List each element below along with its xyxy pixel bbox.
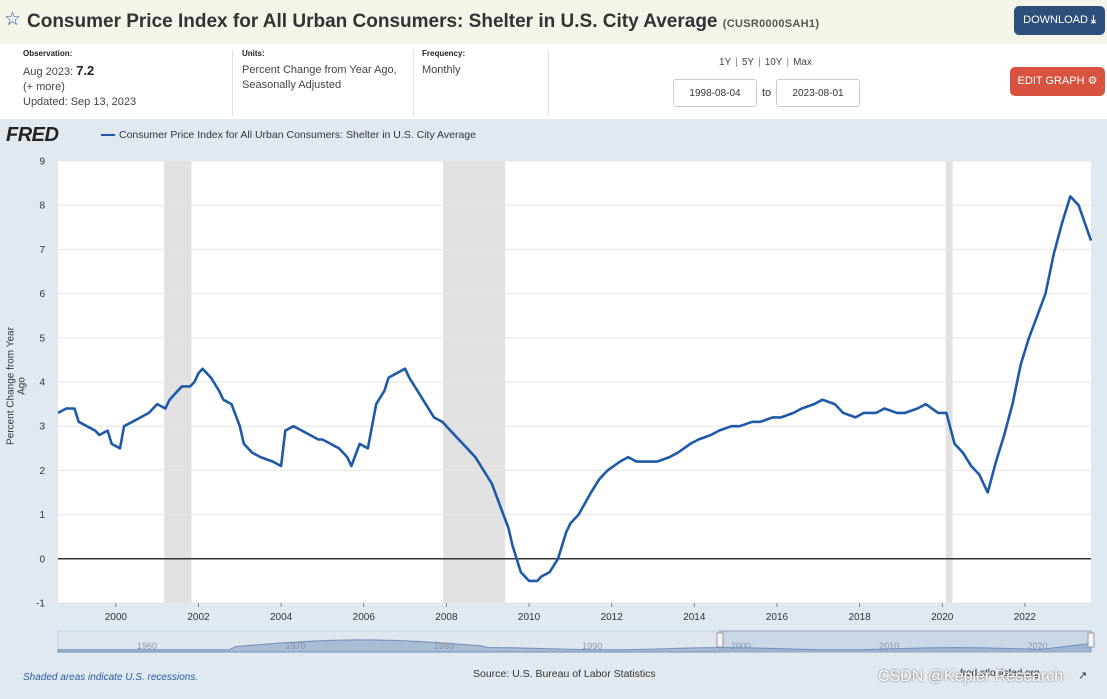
frequency-value: Monthly xyxy=(422,64,461,76)
series-id: (CUSR0000SAH1) xyxy=(722,18,820,30)
date-to-label: to xyxy=(762,87,772,99)
x-tick-label: 2016 xyxy=(766,612,789,623)
watermark: CSDN @Kepler Research xyxy=(878,668,1064,685)
header-bar: ☆ Consumer Price Index for All Urban Con… xyxy=(0,0,1107,44)
range-10y[interactable]: 10Y xyxy=(764,57,783,68)
range-5y[interactable]: 5Y xyxy=(741,57,755,68)
legend: Consumer Price Index for All Urban Consu… xyxy=(101,129,476,141)
frequency-label: Frequency: xyxy=(422,49,466,58)
x-tick-label: 2000 xyxy=(105,612,128,623)
divider xyxy=(413,50,414,116)
divider xyxy=(232,50,233,116)
navigator-tick-label: 1970 xyxy=(285,641,305,651)
observation-line: Aug 2023: 7.2 xyxy=(23,63,223,80)
more-link[interactable]: (+ more) xyxy=(23,81,65,93)
fullscreen-icon[interactable]: ↗ xyxy=(1078,670,1088,682)
download-button[interactable]: DOWNLOAD ⤓ xyxy=(1014,6,1105,35)
fred-logo: FRED xyxy=(6,124,59,146)
x-tick-label: 2010 xyxy=(518,612,541,623)
y-tick-label: 4 xyxy=(39,378,45,389)
range-1y[interactable]: 1Y xyxy=(719,57,732,68)
navigator-tick-label: 2010 xyxy=(879,641,899,651)
y-tick-label: 5 xyxy=(39,333,45,344)
y-tick-label: 6 xyxy=(39,289,45,300)
x-tick-label: 2022 xyxy=(1014,612,1037,623)
observation-panel: Observation: Aug 2023: 7.2 (+ more) Upda… xyxy=(23,49,223,117)
units-line-2: Seasonally Adjusted xyxy=(242,79,342,91)
y-tick-label: 0 xyxy=(39,554,45,565)
x-tick-label: 2020 xyxy=(931,612,954,623)
series-title: Consumer Price Index for All Urban Consu… xyxy=(27,11,718,32)
updated-text: Updated: Sep 13, 2023 xyxy=(23,96,137,108)
x-tick-label: 2018 xyxy=(848,612,871,623)
y-tick-label: 7 xyxy=(39,245,45,256)
fred-url[interactable]: fred.stlouisfed.org xyxy=(960,668,1040,679)
navigator-tick-label: 1980 xyxy=(434,641,454,651)
y-tick-label: 1 xyxy=(39,510,45,521)
series-line xyxy=(57,195,1093,583)
source-text: Source: U.S. Bureau of Labor Statistics xyxy=(473,668,656,680)
y-tick-label: 2 xyxy=(39,466,45,477)
y-tick-label: 8 xyxy=(39,201,45,212)
navigator-handle-right[interactable] xyxy=(1087,632,1095,648)
range-selector: 1Y | 5Y | 10Y | Max xyxy=(719,57,812,68)
units-label: Units: xyxy=(242,49,265,58)
navigator-selection xyxy=(719,630,1092,653)
edit-graph-label: EDIT GRAPH xyxy=(1017,75,1085,87)
navigator-tick-label: 1960 xyxy=(137,641,157,651)
edit-graph-button[interactable]: EDIT GRAPH ⚙ xyxy=(1010,67,1105,96)
x-tick-label: 2014 xyxy=(683,612,706,623)
x-tick-label: 2006 xyxy=(353,612,376,623)
x-tick-label: 2004 xyxy=(270,612,293,623)
x-tick-label: 2012 xyxy=(601,612,624,623)
units-line-1: Percent Change from Year Ago, xyxy=(242,64,397,76)
navigator-area xyxy=(57,639,1092,653)
observation-date: Aug 2023: xyxy=(23,66,74,78)
download-icon: ⤓ xyxy=(1090,14,1096,26)
y-axis-label: Percent Change from Year Ago xyxy=(5,327,28,445)
legend-swatch xyxy=(101,134,115,137)
star-icon[interactable]: ☆ xyxy=(4,9,22,30)
gear-icon: ⚙ xyxy=(1087,75,1098,87)
units-panel: Units: Percent Change from Year Ago, Sea… xyxy=(242,49,412,117)
recession-note: Shaded areas indicate U.S. recessions. xyxy=(23,672,199,683)
divider xyxy=(548,50,549,116)
page-title: Consumer Price Index for All Urban Consu… xyxy=(27,11,819,33)
download-label: DOWNLOAD xyxy=(1023,14,1088,26)
navigator-handle-left[interactable] xyxy=(716,632,724,648)
frequency-panel: Frequency: Monthly xyxy=(422,49,542,117)
y-tick-label: 9 xyxy=(39,157,45,168)
legend-label: Consumer Price Index for All Urban Consu… xyxy=(119,129,476,141)
navigator-tick-label: 1990 xyxy=(582,641,602,651)
range-max[interactable]: Max xyxy=(793,57,812,68)
observation-value: 7.2 xyxy=(76,63,95,78)
date-to-input[interactable]: 2023-08-01 xyxy=(776,79,860,107)
navigator-tick-label: 2000 xyxy=(731,641,751,651)
x-tick-label: 2002 xyxy=(187,612,210,623)
y-tick-label: -1 xyxy=(36,599,45,610)
observation-label: Observation: xyxy=(23,49,73,58)
x-tick-label: 2008 xyxy=(435,612,458,623)
date-from-input[interactable]: 1998-08-04 xyxy=(673,79,757,107)
navigator-tick-label: 2020 xyxy=(1028,641,1048,651)
y-tick-label: 3 xyxy=(39,422,45,433)
